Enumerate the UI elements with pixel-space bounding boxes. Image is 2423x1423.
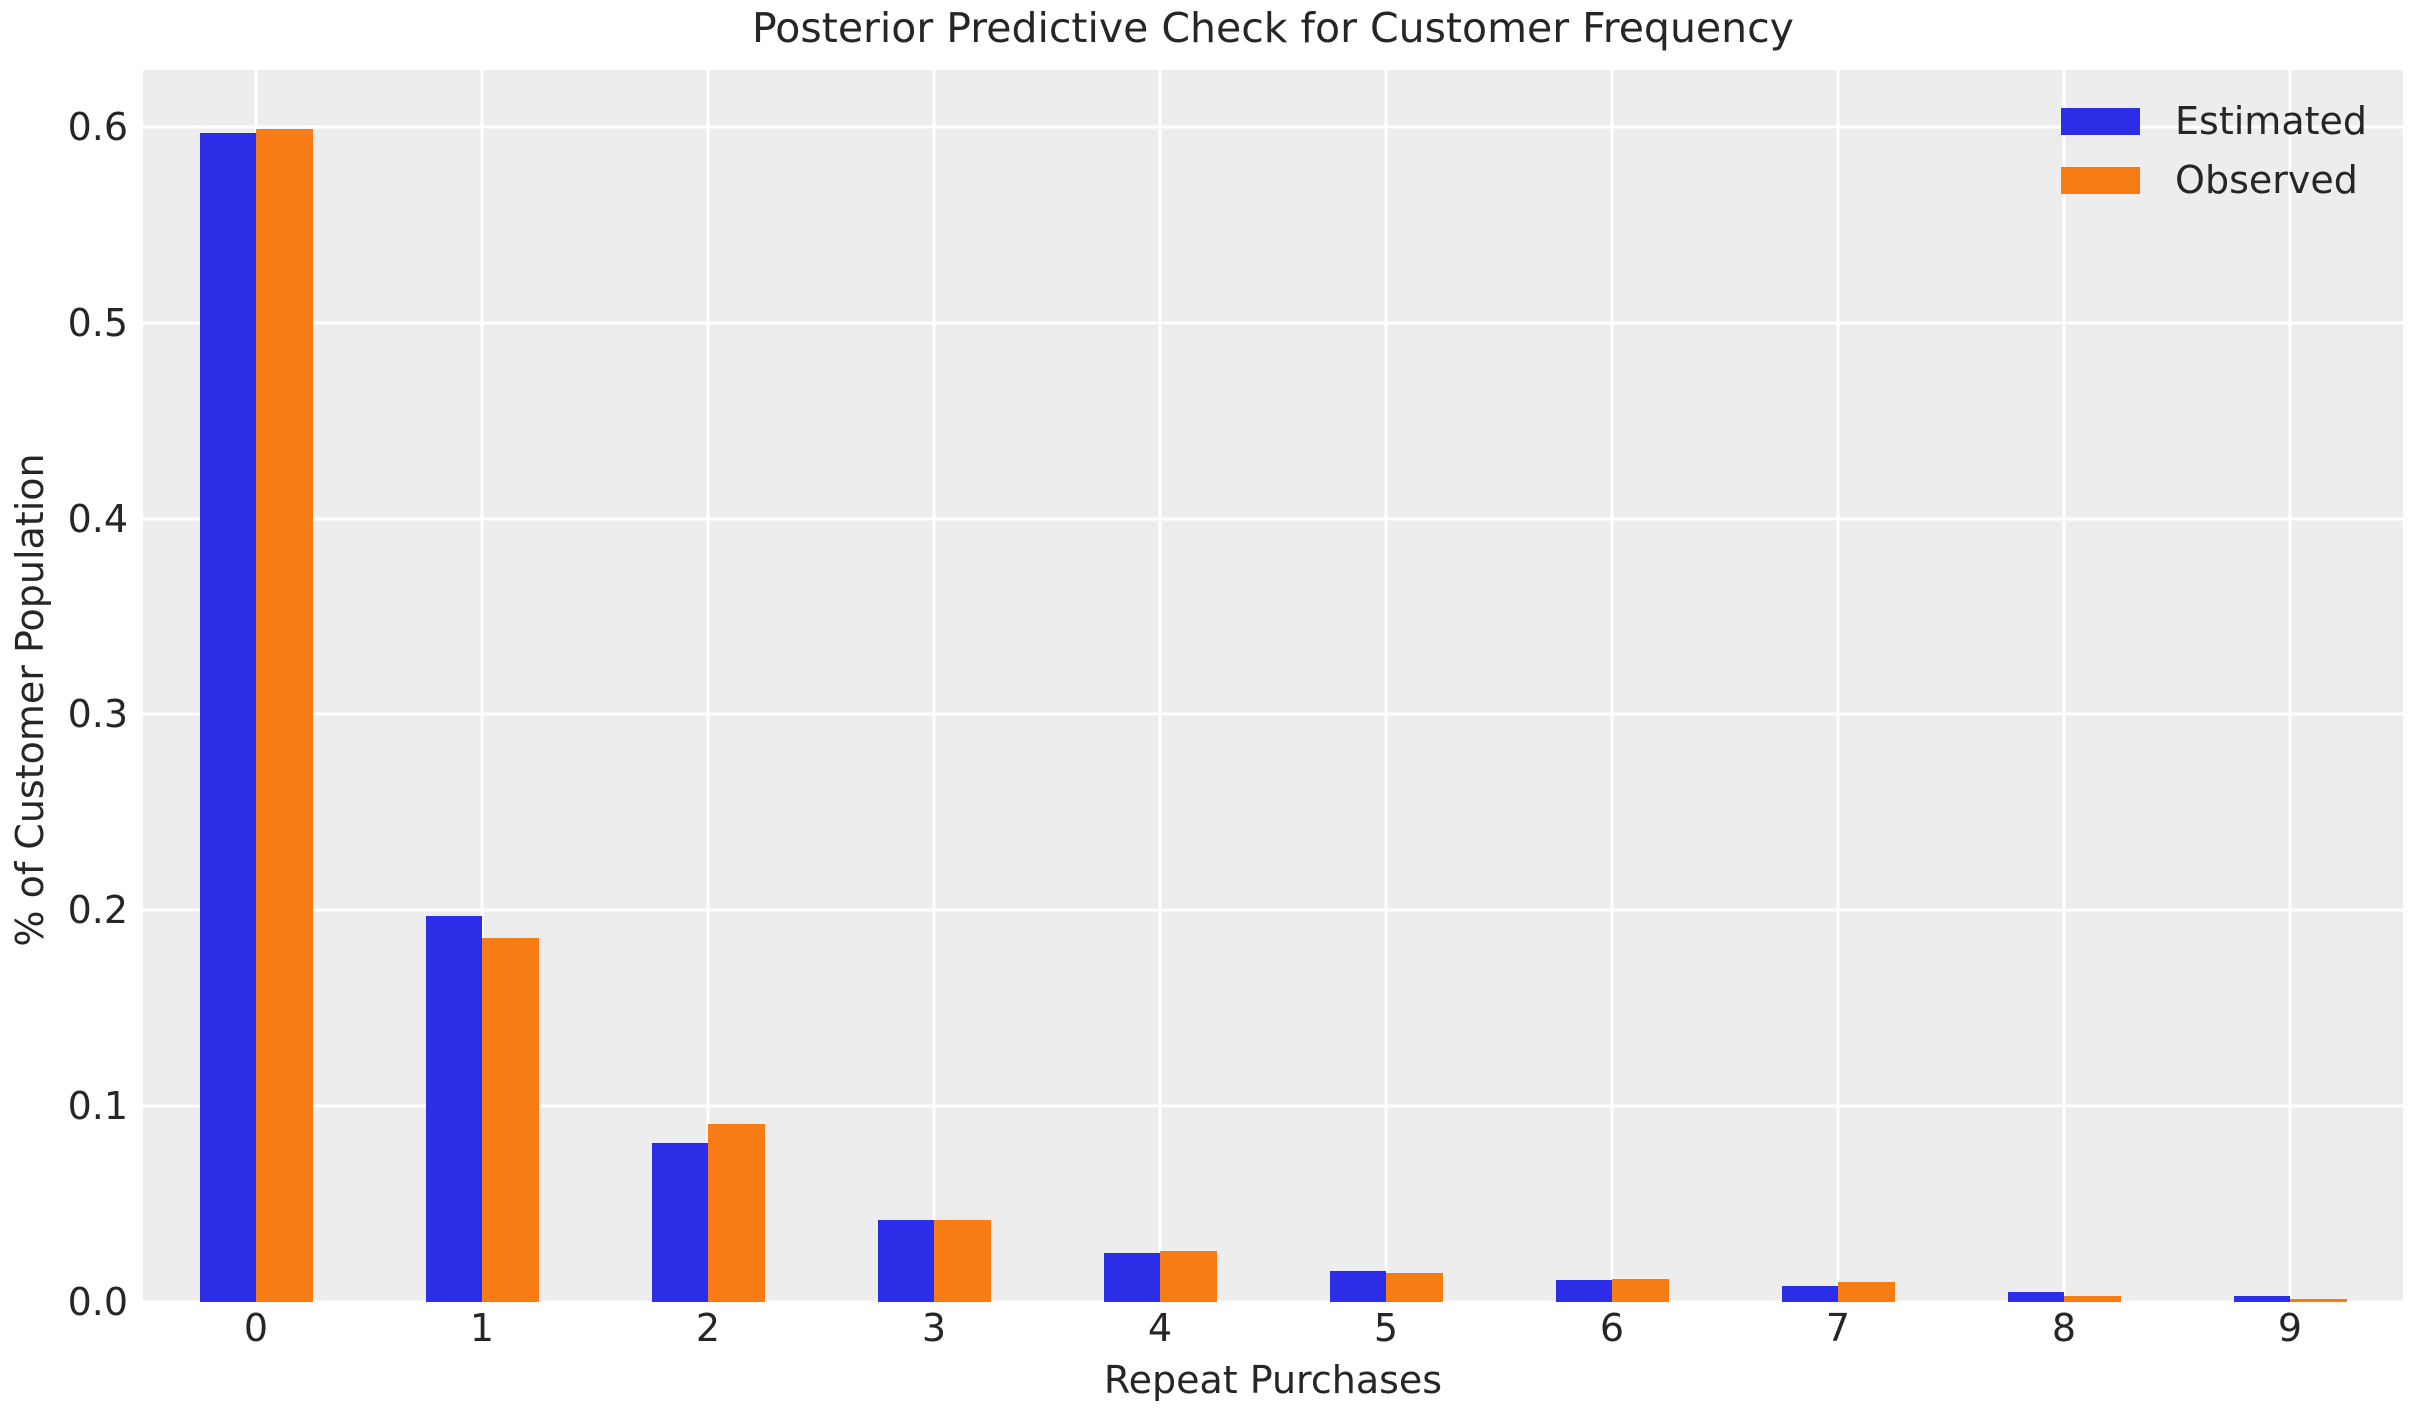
x-tick-label-2: 2 — [695, 1306, 721, 1350]
bar-estimated-6 — [1555, 1280, 1612, 1302]
bar-estimated-2 — [651, 1143, 708, 1302]
v-gridline-6 — [1610, 70, 1614, 1302]
x-axis-label: Repeat Purchases — [1103, 1358, 1443, 1402]
h-gridline-0.3 — [143, 712, 2403, 716]
v-gridline-2 — [706, 70, 710, 1302]
bar-observed-9 — [2290, 1299, 2347, 1302]
bar-observed-3 — [934, 1219, 991, 1302]
h-gridline-0.6 — [143, 125, 2403, 129]
x-tick-label-5: 5 — [1373, 1306, 1399, 1350]
h-gridline-0.5 — [143, 321, 2403, 325]
bar-observed-6 — [1612, 1278, 1669, 1302]
h-gridline-0.0 — [143, 1300, 2403, 1304]
bar-estimated-8 — [2007, 1292, 2064, 1302]
bar-estimated-0 — [199, 132, 256, 1302]
y-tick-label-0.4: 0.4 — [67, 496, 128, 541]
x-tick-label-3: 3 — [921, 1306, 947, 1350]
y-tick-label-0.6: 0.6 — [67, 104, 128, 149]
observed-legend-label: Observed — [2175, 158, 2358, 202]
y-tick-label-0.3: 0.3 — [67, 692, 128, 737]
bar-estimated-7 — [1781, 1286, 1838, 1302]
x-tick-label-6: 6 — [1599, 1306, 1625, 1350]
bar-estimated-4 — [1103, 1253, 1160, 1302]
bar-estimated-9 — [2233, 1296, 2290, 1302]
v-gridline-4 — [1158, 70, 1162, 1302]
y-tick-label-0.0: 0.0 — [67, 1280, 128, 1324]
y-axis-label: % of Customer Population — [8, 453, 52, 947]
y-tick-label-0.5: 0.5 — [67, 300, 128, 345]
x-tick-label-4: 4 — [1147, 1306, 1173, 1350]
v-gridline-1 — [480, 70, 484, 1302]
bar-observed-4 — [1160, 1251, 1217, 1302]
h-gridline-0.1 — [143, 1104, 2403, 1108]
v-gridline-3 — [932, 70, 936, 1302]
v-gridline-5 — [1384, 70, 1388, 1302]
x-tick-label-1: 1 — [469, 1306, 495, 1350]
x-tick-label-9: 9 — [2277, 1306, 2303, 1350]
v-gridline-8 — [2062, 70, 2066, 1302]
x-tick-label-0: 0 — [243, 1306, 269, 1350]
bar-estimated-1 — [425, 916, 482, 1302]
x-tick-label-8: 8 — [2051, 1306, 2077, 1350]
h-gridline-0.2 — [143, 908, 2403, 912]
v-gridline-9 — [2288, 70, 2292, 1302]
chart-title: Posterior Predictive Check for Customer … — [752, 4, 1794, 52]
bar-observed-7 — [1838, 1282, 1895, 1302]
y-axis-tick-labels: 0.0 0.1 0.2 0.3 0.4 0.5 0.6 — [0, 70, 128, 1324]
plot-area: Estimated Observed — [143, 70, 2403, 1304]
x-tick-label-7: 7 — [1825, 1306, 1851, 1350]
estimated-legend-label: Estimated — [2175, 99, 2367, 143]
legend: Estimated Observed — [2061, 94, 2367, 207]
x-axis-tick-labels: 0 1 2 3 4 5 6 7 8 9 — [143, 1306, 2403, 1354]
legend-row-observed: Observed — [2061, 153, 2367, 207]
bar-estimated-5 — [1329, 1270, 1386, 1302]
observed-legend-swatch — [2061, 166, 2141, 194]
bar-observed-1 — [482, 937, 539, 1302]
bar-observed-8 — [2064, 1296, 2121, 1302]
h-gridline-0.4 — [143, 517, 2403, 521]
bar-observed-0 — [256, 128, 313, 1302]
legend-row-estimated: Estimated — [2061, 94, 2367, 148]
estimated-legend-swatch — [2061, 107, 2141, 135]
v-gridline-7 — [1836, 70, 1840, 1302]
y-tick-label-0.1: 0.1 — [67, 1084, 128, 1129]
bar-observed-5 — [1386, 1272, 1443, 1302]
y-tick-label-0.2: 0.2 — [67, 888, 128, 933]
bar-estimated-3 — [877, 1219, 934, 1302]
bar-observed-2 — [708, 1123, 765, 1302]
